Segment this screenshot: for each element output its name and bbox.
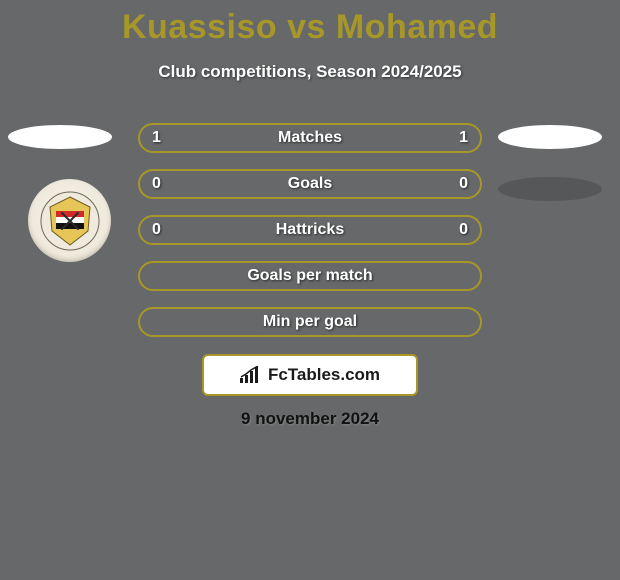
stat-label: Matches [278, 129, 342, 147]
bar-chart-icon [240, 366, 262, 384]
subtitle: Club competitions, Season 2024/2025 [0, 62, 620, 82]
left-player-marker [8, 125, 112, 149]
stat-left-value: 1 [152, 129, 161, 147]
stat-right-value: 1 [459, 129, 468, 147]
date-text: 9 november 2024 [0, 409, 620, 429]
stat-row: 1 Matches 1 [138, 123, 482, 153]
brand-box: FcTables.com [202, 354, 418, 396]
stat-row: Goals per match [138, 261, 482, 291]
right-player-marker-bottom [498, 177, 602, 201]
stat-label: Goals per match [247, 267, 372, 285]
stat-row: 0 Goals 0 [138, 169, 482, 199]
club-badge [28, 179, 111, 262]
stat-label: Hattricks [276, 221, 344, 239]
infographic-root: Kuassiso vs Mohamed Club competitions, S… [0, 0, 620, 580]
right-player-marker-top [498, 125, 602, 149]
stat-row: 0 Hattricks 0 [138, 215, 482, 245]
stat-right-value: 0 [459, 221, 468, 239]
page-title: Kuassiso vs Mohamed [0, 8, 620, 47]
stat-right-value: 0 [459, 175, 468, 193]
stat-label: Min per goal [263, 313, 357, 331]
stat-row: Min per goal [138, 307, 482, 337]
stat-left-value: 0 [152, 175, 161, 193]
brand-text: FcTables.com [268, 365, 380, 385]
stat-label: Goals [288, 175, 332, 193]
stat-left-value: 0 [152, 221, 161, 239]
club-badge-icon [40, 191, 100, 251]
